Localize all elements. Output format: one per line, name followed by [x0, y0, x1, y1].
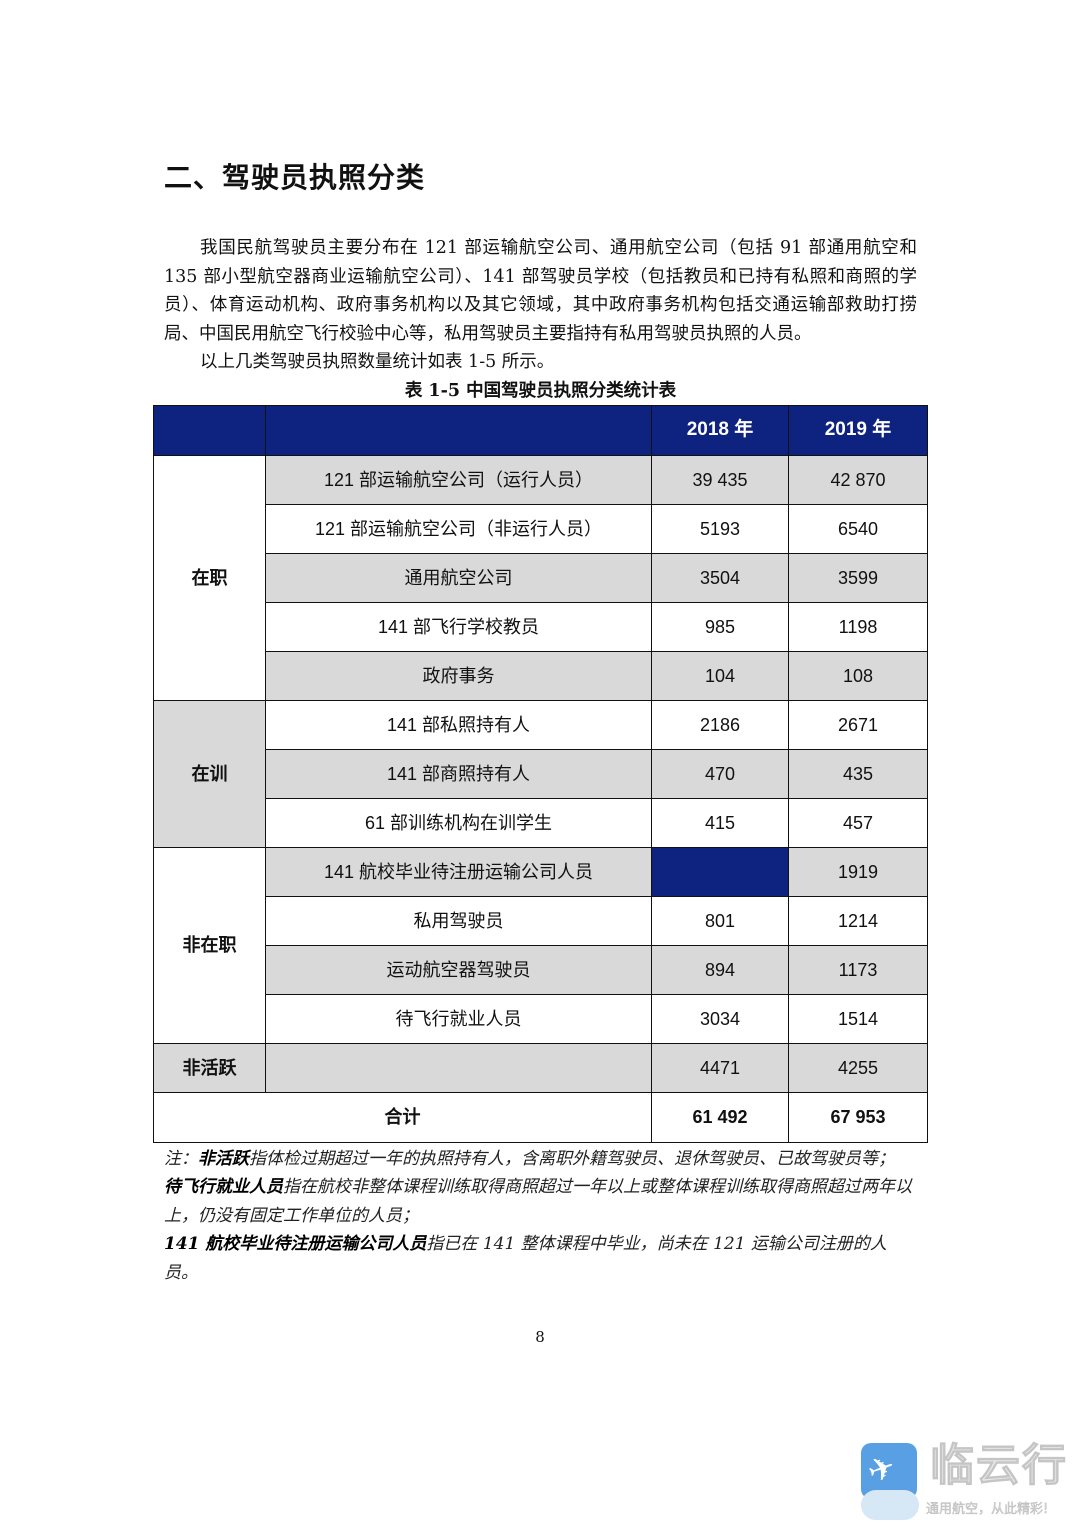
value-2018-cell: 894: [651, 944, 789, 995]
note-text: 指已在 141 整体课程中毕业，尚未在 121 运输公司注册的人员。: [164, 1234, 887, 1283]
note-item: 注：非活跃指体检过期超过一年的执照持有人，含离职外籍驾驶员、退休驾驶员、已故驾驶…: [164, 1145, 917, 1174]
note-text: 指在航校非整体课程训练取得商照超过一年以上或整体课程训练取得商照超过两年以上，仍…: [164, 1177, 912, 1226]
type-cell: 私用驾驶员: [265, 895, 652, 946]
type-cell: 121 部运输航空公司（非运行人员）: [265, 503, 652, 554]
header-cell-category: [153, 404, 266, 456]
value-2019-cell: 1919: [788, 846, 928, 897]
section-heading: 二、驾驶员执照分类: [164, 161, 426, 194]
value-2018-cell: [651, 846, 789, 897]
note-term: 141 航校毕业待注册运输公司人员: [164, 1234, 427, 1254]
type-cell: [265, 1042, 652, 1093]
note-item: 待飞行就业人员指在航校非整体课程训练取得商照超过一年以上或整体课程训练取得商照超…: [164, 1173, 917, 1230]
logo-badge: [861, 1443, 917, 1499]
note-term: 非活跃: [198, 1148, 249, 1169]
value-2019-cell: 42 870: [788, 454, 928, 505]
header-cell-2019: 2019 年: [788, 404, 928, 456]
logo-name: 临云行: [930, 1440, 1068, 1492]
value-2019-cell: 1214: [788, 895, 928, 946]
note-term: 待飞行就业人员: [164, 1177, 283, 1197]
value-2018-cell: 104: [651, 650, 789, 701]
table-row: 通用航空公司 3504 3599: [154, 552, 928, 603]
license-statistics-table: 2018 年 2019 年 在职 121 部运输航空公司（运行人员） 39 435 4…: [153, 404, 928, 1143]
value-2018-cell: 801: [651, 895, 789, 946]
value-2019-cell: 3599: [788, 552, 928, 603]
header-cell-2018: 2018 年: [651, 404, 789, 456]
page-number: 8: [535, 1328, 545, 1346]
value-2018-cell: 3504: [651, 552, 789, 603]
type-cell: 141 部私照持有人: [265, 699, 652, 750]
note-item: 141 航校毕业待注册运输公司人员指已在 141 整体课程中毕业，尚未在 121…: [164, 1230, 917, 1287]
page-content: 二、驾驶员执照分类 我国民航驾驶员主要分布在 121 部运输航空公司、通用航空公…: [153, 0, 928, 1457]
category-cell: 在职: [153, 454, 266, 701]
table-row: 在职 121 部运输航空公司（运行人员） 39 435 42 870: [153, 454, 928, 701]
header-cell-type: [265, 404, 652, 456]
table-row: 121 部运输航空公司（非运行人员） 5193 6540: [154, 503, 928, 554]
table-reference-paragraph: 以上几类驾驶员执照数量统计如表 1-5 所示。: [200, 352, 555, 372]
value-2018-cell: 5193: [651, 503, 789, 554]
total-label: 合计: [153, 1091, 652, 1143]
value-2019-cell: 1514: [788, 993, 928, 1044]
note-prefix: 注：: [164, 1148, 198, 1169]
type-cell: 141 部商照持有人: [265, 748, 652, 799]
type-cell: 运动航空器驾驶员: [265, 944, 652, 995]
table-header-row: 2018 年 2019 年: [153, 404, 928, 456]
value-2019-cell: 6540: [788, 503, 928, 554]
value-2018-cell: 985: [651, 601, 789, 652]
value-2018-cell: 39 435: [651, 454, 789, 505]
total-2019: 67 953: [788, 1091, 928, 1143]
table-row: 非在职 141 航校毕业待注册运输公司人员 1919: [153, 846, 928, 1044]
table-row: 政府事务 104 108: [154, 650, 928, 701]
value-2018-cell: 2186: [651, 699, 789, 750]
value-2018-cell: 4471: [651, 1042, 789, 1093]
total-2018: 61 492: [651, 1091, 789, 1143]
table-row: 非活跃 4471 4255: [153, 1042, 928, 1093]
value-2018-cell: 3034: [651, 993, 789, 1044]
category-cell: 非在职: [153, 846, 266, 1044]
total-row: 合计 61 492 67 953: [153, 1091, 928, 1143]
table-row: 运动航空器驾驶员 894 1173: [154, 944, 928, 995]
type-cell: 待飞行就业人员: [265, 993, 652, 1044]
type-cell: 141 部飞行学校教员: [265, 601, 652, 652]
table-caption: 表 1-5 中国驾驶员执照分类统计表: [404, 380, 677, 401]
watermark-logo: ✈ 临云行 通用航空，从此精彩!: [858, 1440, 1078, 1525]
table-row: 在训 141 部私照持有人 2186 2671: [153, 699, 928, 848]
table-row: 141 部飞行学校教员 985 1198: [154, 601, 928, 652]
table-row: 私用驾驶员 801 1214: [154, 895, 928, 946]
table-row: 61 部训练机构在训学生 415 457: [154, 797, 928, 848]
value-2019-cell: 1173: [788, 944, 928, 995]
table-row: 待飞行就业人员 3034 1514: [154, 993, 928, 1044]
logo-slogan: 通用航空，从此精彩!: [926, 1502, 1049, 1517]
value-2019-cell: 108: [788, 650, 928, 701]
type-cell: 61 部训练机构在训学生: [265, 797, 652, 848]
cloud-icon: [861, 1490, 919, 1520]
type-cell: 政府事务: [265, 650, 652, 701]
type-cell: 141 航校毕业待注册运输公司人员: [265, 846, 652, 897]
table-notes: 注：非活跃指体检过期超过一年的执照持有人，含离职外籍驾驶员、退休驾驶员、已故驾驶…: [164, 1145, 917, 1288]
category-cell: 非活跃: [153, 1042, 266, 1093]
table-row: 141 部商照持有人 470 435: [154, 748, 928, 799]
value-2019-cell: 1198: [788, 601, 928, 652]
value-2019-cell: 2671: [788, 699, 928, 750]
value-2019-cell: 4255: [788, 1042, 928, 1093]
value-2019-cell: 457: [788, 797, 928, 848]
note-text: 指体检过期超过一年的执照持有人，含离职外籍驾驶员、退休驾驶员、已故驾驶员等；: [249, 1148, 895, 1169]
intro-paragraph: 我国民航驾驶员主要分布在 121 部运输航空公司、通用航空公司（包括 91 部通…: [164, 238, 917, 344]
value-2018-cell: 415: [651, 797, 789, 848]
value-2019-cell: 435: [788, 748, 928, 799]
type-cell: 121 部运输航空公司（运行人员）: [265, 454, 652, 505]
category-cell: 在训: [153, 699, 266, 848]
type-cell: 通用航空公司: [265, 552, 652, 603]
value-2018-cell: 470: [651, 748, 789, 799]
